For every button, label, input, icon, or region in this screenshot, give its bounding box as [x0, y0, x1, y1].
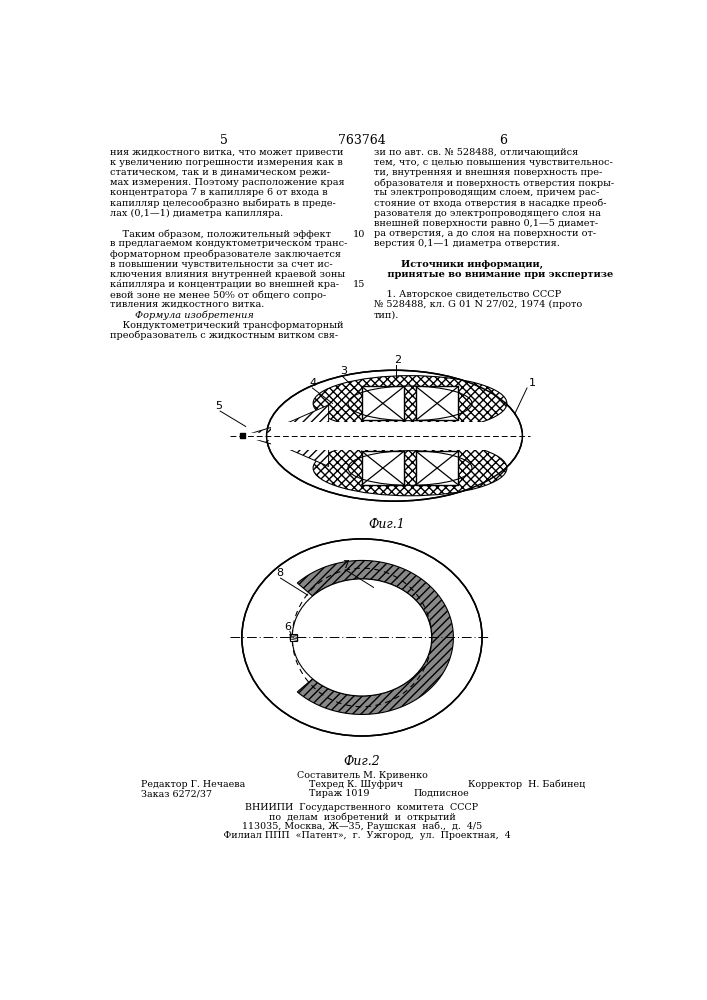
Text: 5: 5 — [220, 134, 228, 147]
Text: преобразователь с жидкостным витком свя-: преобразователь с жидкостным витком свя- — [110, 331, 338, 340]
Text: евой зоне не менее 50⁰⁄₀ от общего сопро-: евой зоне не менее 50⁰⁄₀ от общего сопро… — [110, 290, 326, 300]
Text: стояние от входа отверстия в насадке преоб-: стояние от входа отверстия в насадке пре… — [373, 199, 606, 208]
Text: Составитель М. Кривенко: Составитель М. Кривенко — [296, 771, 428, 780]
Text: 15: 15 — [353, 280, 365, 289]
Ellipse shape — [242, 539, 482, 736]
Text: капилляр целесообразно выбирать в преде-: капилляр целесообразно выбирать в преде- — [110, 199, 336, 208]
Text: 763764: 763764 — [338, 134, 386, 147]
Text: ка́пилляра и концентрации во внешней кра-: ка́пилляра и концентрации во внешней кра… — [110, 280, 339, 289]
Text: Техред К. Шуфрич: Техред К. Шуфрич — [309, 780, 403, 789]
Bar — [416, 386, 458, 420]
Text: Подписное: Подписное — [414, 789, 469, 798]
Text: Редактор Г. Нечаева: Редактор Г. Нечаева — [141, 780, 245, 789]
Text: в повышении чувствительности за счет ис-: в повышении чувствительности за счет ис- — [110, 260, 333, 269]
Ellipse shape — [313, 440, 507, 496]
Ellipse shape — [267, 370, 522, 501]
Text: Формула изобретения: Формула изобретения — [110, 310, 254, 320]
Bar — [416, 451, 458, 485]
Text: в предлагаемом кондуктометрическом транс-: в предлагаемом кондуктометрическом транс… — [110, 239, 347, 248]
Text: статическом, так и в динамическом режи-: статическом, так и в динамическом режи- — [110, 168, 330, 177]
Text: Фиг.1: Фиг.1 — [368, 518, 405, 531]
Text: лах (0,1—1) диаметра капилляра.: лах (0,1—1) диаметра капилляра. — [110, 209, 284, 218]
Ellipse shape — [292, 579, 432, 696]
Text: принятые во внимание при экспертизе: принятые во внимание при экспертизе — [373, 270, 613, 279]
Text: Филиал ППП  «Патент»,  г.  Ужгород,  ул.  Проектная,  4: Филиал ППП «Патент», г. Ужгород, ул. Про… — [214, 831, 510, 840]
Text: по  делам  изобретений  и  открытий: по делам изобретений и открытий — [269, 812, 455, 822]
Polygon shape — [243, 405, 329, 436]
Text: верстия 0,1—1 диаметра отверстия.: верстия 0,1—1 диаметра отверстия. — [373, 239, 559, 248]
Text: Фиг.2: Фиг.2 — [344, 755, 380, 768]
Polygon shape — [297, 560, 453, 714]
Text: форматорном преобразователе заключается: форматорном преобразователе заключается — [110, 249, 341, 259]
Text: 113035, Москва, Ж—35, Раушская  наб.,  д.  4/5: 113035, Москва, Ж—35, Раушская наб., д. … — [242, 821, 482, 831]
Text: 1. Авторское свидетельство СССР: 1. Авторское свидетельство СССР — [373, 290, 561, 299]
Text: № 528488, кл. G 01 N 27/02, 1974 (прото: № 528488, кл. G 01 N 27/02, 1974 (прото — [373, 300, 582, 309]
Text: 5: 5 — [215, 401, 222, 411]
Text: 6: 6 — [499, 134, 507, 147]
Text: 3: 3 — [340, 366, 347, 376]
Bar — [271, 422, 518, 450]
Text: образователя и поверхность отверстия покры-: образователя и поверхность отверстия пок… — [373, 178, 614, 188]
Text: ключения влияния внутренней краевой зоны: ключения влияния внутренней краевой зоны — [110, 270, 345, 279]
Text: Заказ 6272/37: Заказ 6272/37 — [141, 789, 212, 798]
Text: тивления жидкостного витка.: тивления жидкостного витка. — [110, 300, 264, 309]
Bar — [361, 386, 404, 420]
Bar — [291, 634, 297, 641]
Text: Корректор  Н. Бабинец: Корректор Н. Бабинец — [468, 780, 585, 789]
Text: ти, внутренняя и внешняя поверхность пре-: ти, внутренняя и внешняя поверхность пре… — [373, 168, 602, 177]
Bar — [361, 451, 404, 485]
Text: разователя до электропроводящего слоя на: разователя до электропроводящего слоя на — [373, 209, 600, 218]
Text: 7: 7 — [343, 560, 350, 570]
Text: 4: 4 — [309, 378, 316, 388]
Text: ВНИИПИ  Государственного  комитета  СССР: ВНИИПИ Государственного комитета СССР — [245, 803, 479, 812]
Text: ния жидкостного витка, что может привести: ния жидкостного витка, что может привест… — [110, 148, 344, 157]
Text: 8: 8 — [276, 568, 284, 578]
Text: 1: 1 — [529, 378, 536, 388]
Text: мах измерения. Поэтому расположение края: мах измерения. Поэтому расположение края — [110, 178, 345, 187]
Text: Источники информации,: Источники информации, — [373, 260, 543, 269]
Text: внешней поверхности равно 0,1—5 диамет-: внешней поверхности равно 0,1—5 диамет- — [373, 219, 597, 228]
Text: ты электропроводящим слоем, причем рас-: ты электропроводящим слоем, причем рас- — [373, 188, 599, 197]
Text: 6: 6 — [284, 622, 291, 632]
Text: зи по авт. св. № 528488, отличающийся: зи по авт. св. № 528488, отличающийся — [373, 148, 578, 157]
Text: тип).: тип). — [373, 310, 399, 319]
Text: Тираж 1019: Тираж 1019 — [309, 789, 370, 798]
Text: к увеличению погрешности измерения как в: к увеличению погрешности измерения как в — [110, 158, 343, 167]
Text: 2: 2 — [395, 355, 402, 365]
Text: тем, что, с целью повышения чувствительнос-: тем, что, с целью повышения чувствительн… — [373, 158, 612, 167]
Polygon shape — [243, 436, 329, 466]
Text: концентратора 7 в капилляре 6 от входа в: концентратора 7 в капилляре 6 от входа в — [110, 188, 328, 197]
Text: Кондуктометрический трансформаторный: Кондуктометрический трансформаторный — [110, 321, 344, 330]
Text: 10: 10 — [353, 230, 365, 239]
Text: ра отверстия, а до слоя на поверхности от-: ра отверстия, а до слоя на поверхности о… — [373, 229, 596, 238]
Ellipse shape — [313, 376, 507, 431]
Text: Таким образом, положительный эффект: Таким образом, положительный эффект — [110, 229, 331, 239]
